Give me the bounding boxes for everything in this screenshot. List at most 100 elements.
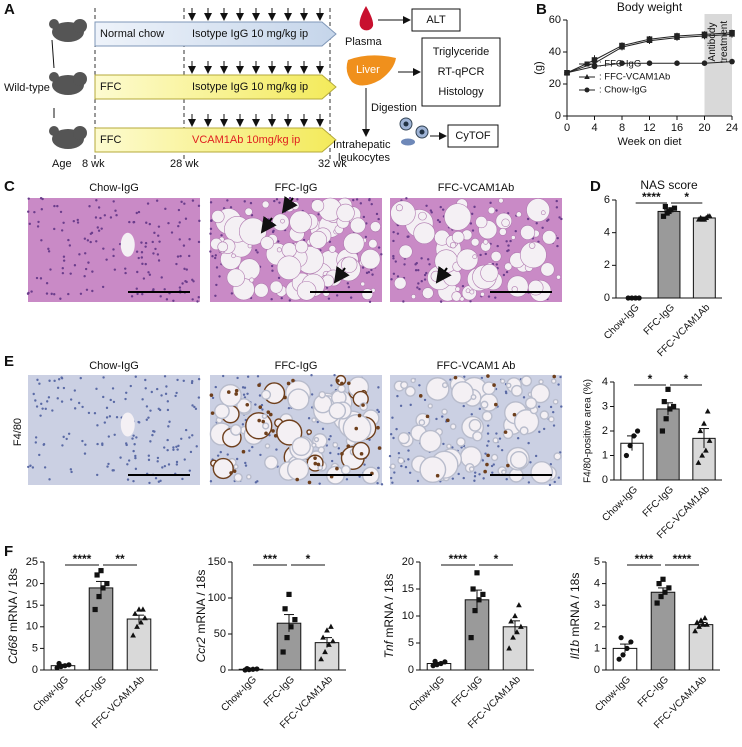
x-axis-label: Week on diet	[617, 136, 681, 148]
lipid-droplet	[528, 242, 536, 249]
marker	[328, 623, 334, 629]
nucleus	[197, 377, 201, 381]
nucleus	[552, 424, 556, 427]
marker	[702, 615, 708, 621]
nucleus	[87, 261, 90, 264]
nucleus	[146, 202, 150, 205]
nucleus	[79, 376, 82, 380]
nucleus	[164, 207, 167, 211]
lipid-droplet	[264, 455, 279, 470]
assay: ALT	[426, 14, 446, 26]
nucleus	[367, 270, 371, 274]
marker	[619, 60, 625, 66]
nucleus	[495, 209, 498, 212]
nucleus	[56, 397, 59, 400]
nucleus	[548, 483, 552, 487]
nucleus	[310, 374, 313, 377]
nucleus	[163, 288, 166, 291]
y-tick-label: 10	[26, 621, 38, 633]
nucleus	[182, 244, 186, 247]
nucleus	[148, 481, 151, 485]
nucleus	[256, 251, 259, 254]
lipid-droplet	[262, 422, 270, 430]
nucleus	[191, 199, 195, 202]
x-tick-label: 4	[591, 122, 597, 134]
nucleus	[38, 453, 41, 457]
f480-stain	[446, 418, 450, 423]
x-tick-label: Chow-IgG	[407, 674, 447, 714]
nucleus	[144, 245, 147, 248]
x-tick-label: 12	[643, 122, 655, 134]
nucleus	[156, 253, 160, 256]
nucleus	[418, 287, 421, 291]
nucleus	[470, 413, 473, 416]
nucleus	[86, 239, 90, 242]
significance-label: *	[684, 372, 689, 386]
nucleus	[553, 480, 556, 484]
nucleus	[287, 406, 291, 410]
nucleus	[158, 240, 161, 243]
x-tick-label: Chow-IgG	[593, 674, 633, 714]
lipid-droplet	[468, 418, 482, 432]
marker	[634, 428, 641, 434]
marker	[616, 656, 622, 662]
nucleus	[147, 458, 151, 462]
nucleus	[389, 433, 393, 436]
lipid-droplet	[231, 253, 236, 259]
lipid-droplet	[368, 239, 378, 249]
nucleus	[178, 221, 181, 224]
nucleus	[145, 221, 148, 224]
nucleus	[442, 442, 445, 446]
marker	[618, 635, 624, 641]
nucleus	[56, 204, 59, 208]
nucleus	[479, 253, 482, 257]
nucleus	[149, 440, 152, 443]
nucleus	[177, 224, 180, 228]
sample: Intrahepatic	[333, 139, 391, 151]
nucleus	[327, 297, 331, 300]
nucleus	[219, 450, 222, 454]
y-tick-label: 3	[594, 599, 600, 611]
nucleus	[136, 292, 139, 296]
x-tick-label: FFC-IgG	[642, 302, 677, 337]
lipid-droplet	[490, 453, 499, 462]
nucleus	[190, 381, 194, 385]
lipid-droplet	[290, 201, 300, 210]
nucleus	[79, 292, 83, 295]
nucleus	[507, 244, 510, 247]
nucleus	[392, 272, 396, 275]
nucleus	[418, 384, 421, 387]
nucleus	[180, 200, 183, 204]
nucleus	[27, 291, 30, 295]
nucleus	[556, 244, 559, 248]
lipid-droplet	[390, 200, 416, 226]
nucleus	[134, 456, 137, 460]
lipid-droplet	[455, 437, 466, 447]
nucleus	[178, 286, 182, 289]
f480-stain	[347, 381, 351, 386]
nucleus	[176, 378, 179, 382]
f480-stain	[483, 469, 487, 474]
nucleus	[392, 436, 395, 440]
treatment: VCAM1Ab 10mg/kg ip	[192, 134, 300, 146]
f480-stain	[266, 410, 271, 414]
nucleus	[278, 201, 281, 204]
nucleus	[368, 300, 372, 304]
nucleus	[457, 472, 460, 476]
y-tick-label: 20	[549, 78, 561, 90]
marker	[142, 615, 148, 621]
nucleus	[137, 256, 140, 260]
gene-name: Ccr2	[194, 637, 208, 663]
nucleus	[109, 216, 113, 219]
marker	[438, 660, 444, 667]
nucleus	[188, 238, 191, 241]
nucleus	[62, 259, 66, 262]
nucleus	[147, 416, 150, 419]
shaded-label: treatment	[719, 21, 730, 63]
nucleus	[157, 259, 161, 262]
chart-title: NAS score	[640, 178, 698, 192]
nucleus	[93, 412, 97, 415]
lipid-droplet	[552, 398, 559, 405]
lipid-droplet	[410, 377, 416, 384]
box	[411, 8, 461, 32]
